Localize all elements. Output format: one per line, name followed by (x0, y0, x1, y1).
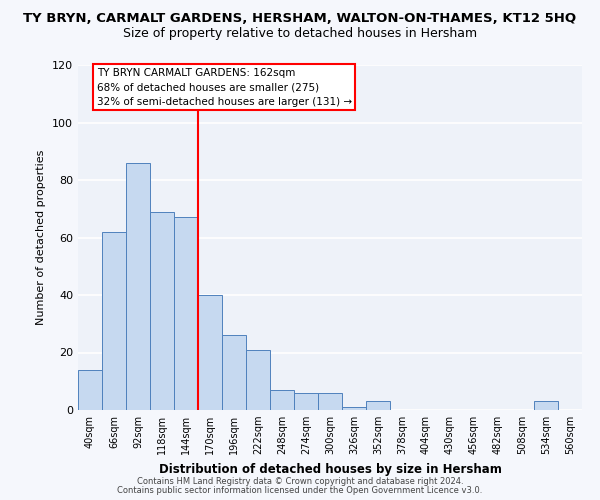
Bar (342, 407, 366, 410)
Bar (534, 402, 558, 410)
Bar (246, 350, 270, 410)
Bar (150, 212, 174, 410)
Bar (102, 232, 126, 410)
Text: TY BRYN CARMALT GARDENS: 162sqm
68% of detached houses are smaller (275)
32% of : TY BRYN CARMALT GARDENS: 162sqm 68% of d… (97, 68, 352, 106)
Text: TY BRYN, CARMALT GARDENS, HERSHAM, WALTON-ON-THAMES, KT12 5HQ: TY BRYN, CARMALT GARDENS, HERSHAM, WALTO… (23, 12, 577, 26)
Y-axis label: Number of detached properties: Number of detached properties (37, 150, 46, 325)
Bar (78, 370, 102, 410)
Bar (174, 218, 198, 410)
Bar (366, 402, 390, 410)
Bar (198, 295, 222, 410)
Text: Contains HM Land Registry data © Crown copyright and database right 2024.: Contains HM Land Registry data © Crown c… (137, 477, 463, 486)
Bar (126, 163, 150, 410)
Text: Size of property relative to detached houses in Hersham: Size of property relative to detached ho… (123, 28, 477, 40)
Text: Contains public sector information licensed under the Open Government Licence v3: Contains public sector information licen… (118, 486, 482, 495)
X-axis label: Distribution of detached houses by size in Hersham: Distribution of detached houses by size … (158, 462, 502, 475)
Bar (270, 390, 294, 410)
Bar (222, 335, 246, 410)
Bar (318, 393, 342, 410)
Bar (294, 393, 318, 410)
